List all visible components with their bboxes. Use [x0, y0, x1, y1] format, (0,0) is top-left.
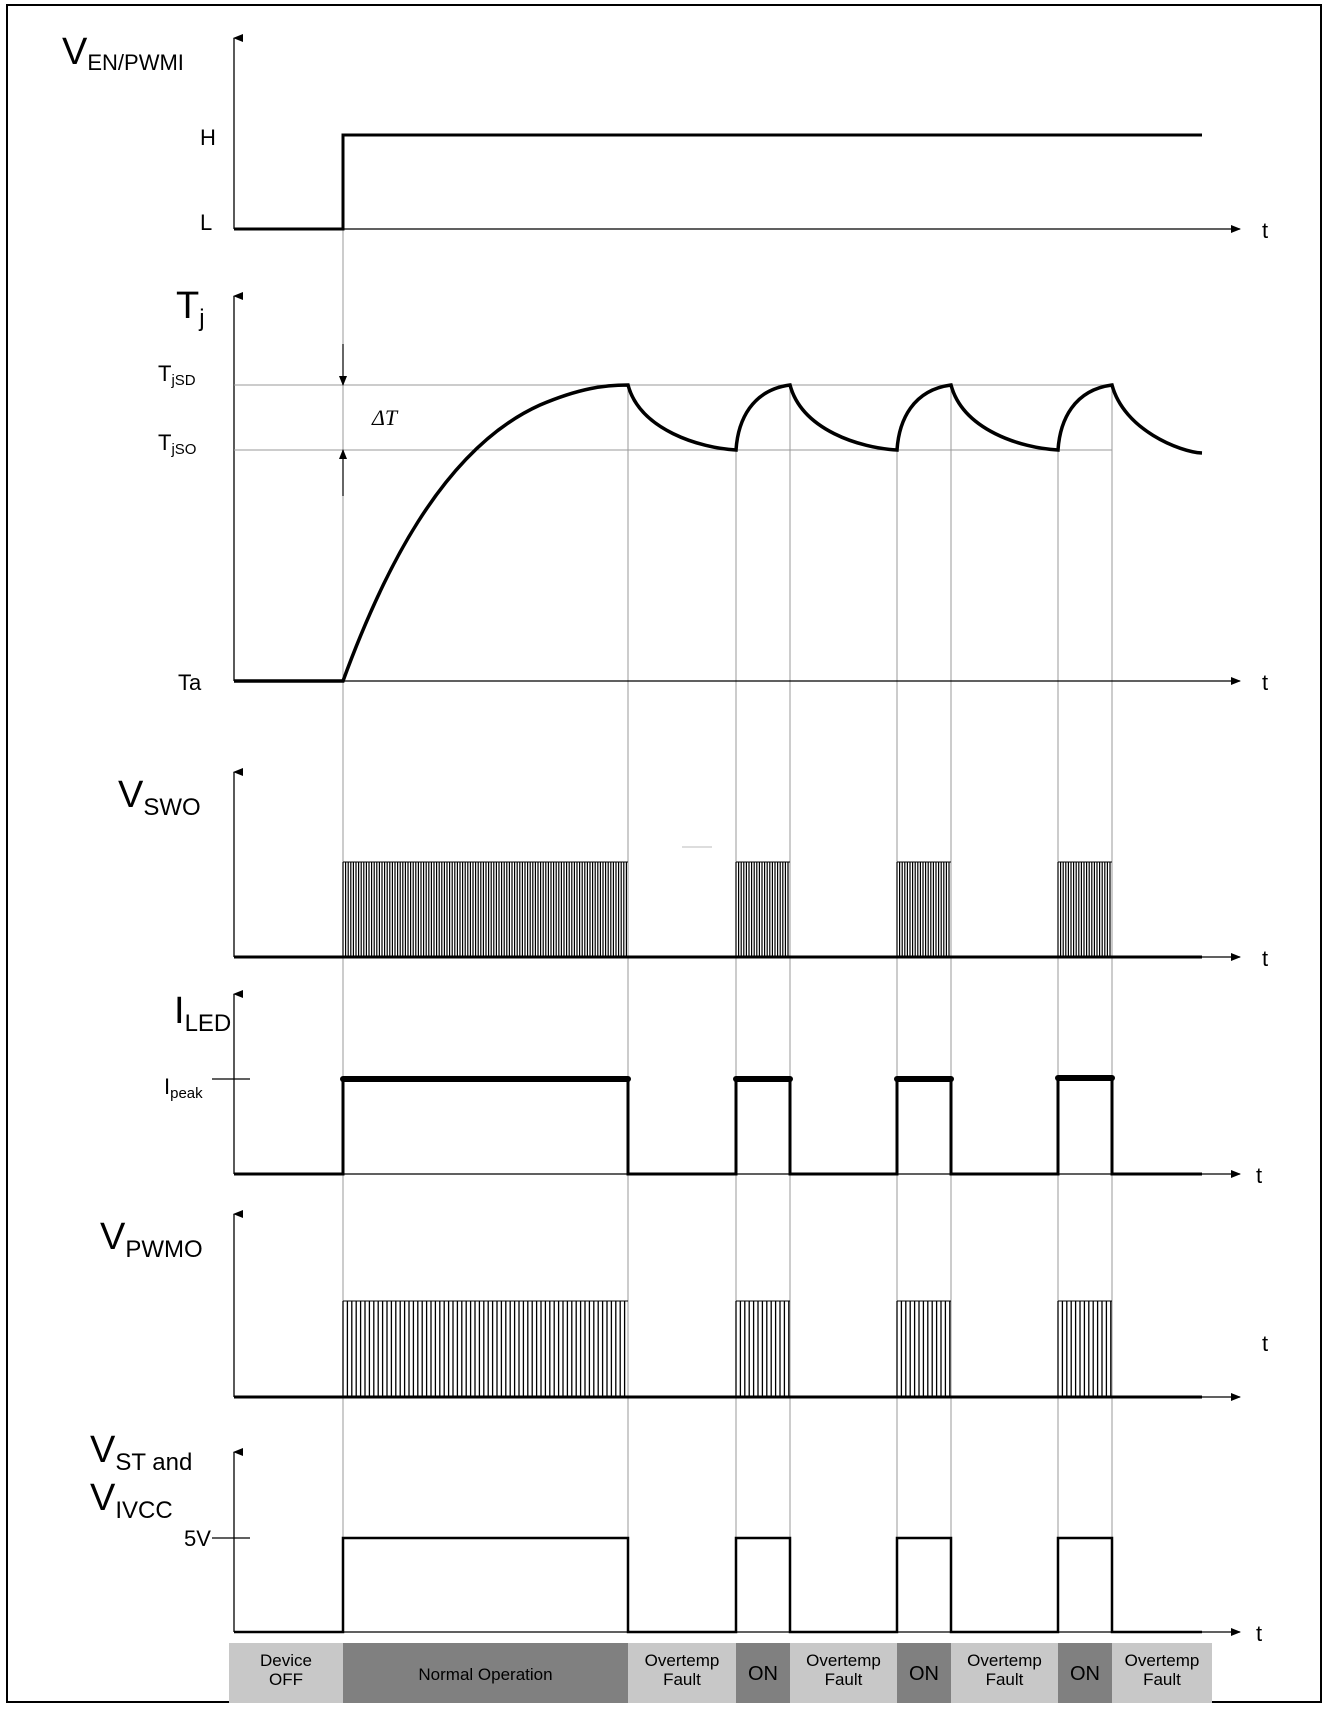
swo-label: VSWO — [118, 774, 201, 821]
phase-segment — [1058, 1643, 1112, 1703]
phase-segment — [229, 1643, 343, 1703]
phase-segment — [1112, 1643, 1212, 1703]
diagram-frame — [6, 4, 1322, 1703]
iled-peak-emphasis — [340, 1075, 1115, 1082]
tj-axis-t: t — [1262, 670, 1268, 695]
pwmo-panel: VPWMO t — [100, 1210, 1268, 1401]
en-level-l: L — [200, 210, 212, 235]
delta-t-label: ΔT — [371, 405, 399, 430]
transition-guides — [342, 228, 1113, 1632]
tj-waveform — [234, 383, 1203, 683]
phase-segment — [343, 1643, 628, 1703]
pwmo-pulse-trains — [342, 1300, 1112, 1397]
iled-level-peak: Ipeak — [164, 1074, 203, 1102]
phase-label: Overtemp — [806, 1651, 881, 1670]
iled-label: ILED — [174, 990, 231, 1037]
en-pwmi-panel: VEN/PWMI t H L — [62, 31, 1268, 243]
st-panel: VST and VIVCC t 5V — [90, 1429, 1262, 1646]
phase-label: Fault — [1143, 1670, 1181, 1689]
en-level-h: H — [200, 125, 216, 150]
pwmo-axis-t: t — [1262, 1331, 1268, 1356]
tj-panel: Tj t TjSD TjSO Ta ΔT — [158, 285, 1268, 695]
tj-level-ta: Ta — [178, 670, 202, 695]
en-label: VEN/PWMI — [62, 31, 184, 75]
phase-label: Overtemp — [967, 1651, 1042, 1670]
iled-panel: ILED t Ipeak — [164, 990, 1262, 1188]
phase-label: Fault — [663, 1670, 701, 1689]
swo-pulse-trains — [342, 861, 1112, 957]
st-label-line2: VIVCC — [90, 1477, 173, 1524]
swo-panel: VSWO t — [118, 768, 1268, 971]
phase-segment — [736, 1643, 790, 1703]
phase-label: Device — [260, 1651, 312, 1670]
phase-label: ON — [909, 1663, 939, 1685]
phase-segment — [951, 1643, 1058, 1703]
tj-level-so: TjSO — [158, 430, 196, 458]
phase-label: ON — [748, 1663, 778, 1685]
iled-axis-t: t — [1256, 1163, 1262, 1188]
iled-waveform — [234, 1077, 1202, 1176]
en-waveform — [234, 133, 1202, 231]
st-waveform — [234, 1536, 1202, 1634]
st-label-line1: VST and — [90, 1429, 192, 1476]
phase-label: Fault — [986, 1670, 1024, 1689]
phase-label: ON — [1070, 1663, 1100, 1685]
swo-axis-t: t — [1262, 946, 1268, 971]
tj-level-sd: TjSD — [158, 361, 196, 389]
phase-label: Fault — [825, 1670, 863, 1689]
tj-label: Tj — [176, 285, 205, 332]
phase-segment — [897, 1643, 951, 1703]
phase-label: Overtemp — [1125, 1651, 1200, 1670]
phase-label: OFF — [269, 1670, 303, 1689]
st-level-5v: 5V — [184, 1526, 211, 1551]
st-axis-t: t — [1256, 1621, 1262, 1646]
phase-label: Normal Operation — [418, 1665, 552, 1684]
phase-label: Overtemp — [645, 1651, 720, 1670]
pwmo-label: VPWMO — [100, 1216, 203, 1263]
phase-segment — [790, 1643, 897, 1703]
en-axis-t: t — [1262, 218, 1268, 243]
phase-segment — [628, 1643, 736, 1703]
